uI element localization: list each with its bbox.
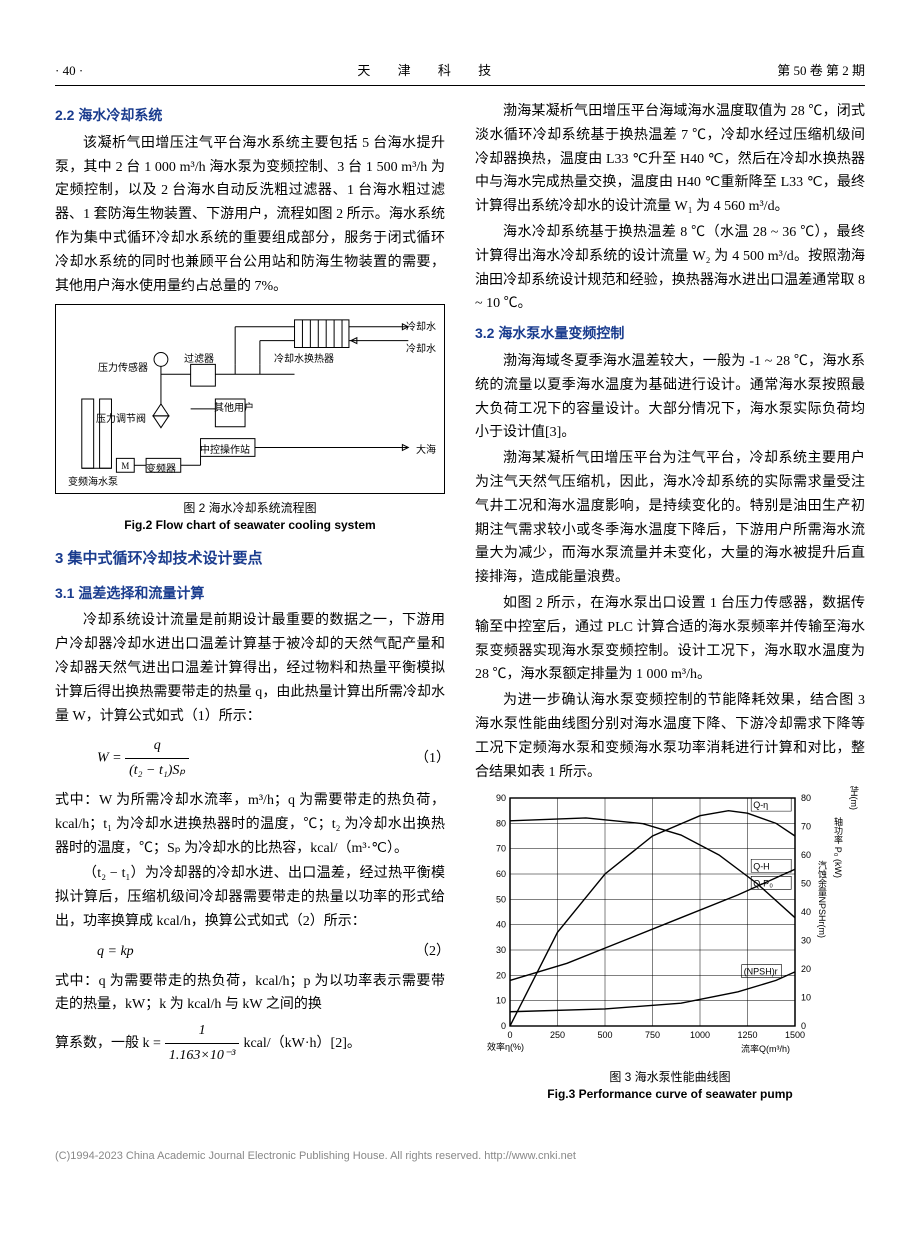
svg-text:90: 90 xyxy=(496,793,506,803)
volume-issue: 第 50 卷 第 2 期 xyxy=(777,60,865,82)
figure-2-caption: 图 2 海水冷却系统流程图 Fig.2 Flow chart of seawat… xyxy=(55,500,445,534)
eq1-number: （1） xyxy=(415,747,445,771)
label-coolant: 冷却水 xyxy=(406,319,436,336)
right-column: 渤海某凝析气田增压平台海域海水温度取值为 28 ℃，闭式淡水循环冷却系统基于换热… xyxy=(475,98,865,1107)
svg-text:Q-H: Q-H xyxy=(753,862,770,872)
paragraph: 式中：q 为需要带走的热负荷，kcal/h；p 为以功率表示需要带走的热量，kW… xyxy=(55,970,445,1018)
fig2-caption-en: Fig.2 Flow chart of seawater cooling sys… xyxy=(124,518,375,532)
page-header: · 40 · 天 津 科 技 第 50 卷 第 2 期 xyxy=(55,60,865,86)
svg-text:10: 10 xyxy=(801,993,811,1003)
eq1-denominator: (t₂ − t₁)Sₚ xyxy=(125,759,189,783)
svg-text:1000: 1000 xyxy=(690,1030,710,1040)
svg-text:Q-P₀: Q-P₀ xyxy=(753,879,773,889)
fig3-caption-cn: 图 3 海水泵性能曲线图 xyxy=(609,1070,730,1084)
paragraph: 算系数，一般 k = 1 1.163×10⁻³ kcal/（kW·h）[2]。 xyxy=(55,1019,445,1068)
svg-text:流率Q(m³/h): 流率Q(m³/h) xyxy=(741,1043,790,1054)
svg-text:M: M xyxy=(121,462,129,472)
svg-text:(NPSH)r: (NPSH)r xyxy=(744,967,778,977)
label-sea: 大海 xyxy=(416,442,436,459)
svg-text:50: 50 xyxy=(801,879,811,889)
paragraph: 海水冷却系统基于换热温差 8 ℃（水温 28 ~ 36 ℃），最终计算得出海水冷… xyxy=(475,221,865,316)
label-valve: 压力调节阀 xyxy=(96,411,146,428)
svg-text:0: 0 xyxy=(801,1021,806,1031)
svg-text:20: 20 xyxy=(496,971,506,981)
label-pressure-sensor: 压力传感器 xyxy=(98,360,148,377)
figure-3-caption: 图 3 海水泵性能曲线图 Fig.3 Performance curve of … xyxy=(475,1069,865,1103)
eq1-lhs: W xyxy=(97,751,109,766)
paragraph: 式中：W 为所需冷却水流率，m³/h；q 为需要带走的热负荷，kcal/h；t₁… xyxy=(55,789,445,860)
svg-text:70: 70 xyxy=(496,844,506,854)
k-denominator: 1.163×10⁻³ xyxy=(165,1044,240,1068)
svg-text:250: 250 xyxy=(550,1030,565,1040)
label-filter: 过滤器 xyxy=(184,351,214,368)
paragraph: 渤海某凝析气田增压平台为注气平台，冷却系统主要用户为注气天然气压缩机，因此，海水… xyxy=(475,447,865,590)
svg-text:20: 20 xyxy=(801,964,811,974)
section-2-2-heading: 2.2 海水冷却系统 xyxy=(55,104,445,128)
k-numerator: 1 xyxy=(165,1019,240,1044)
svg-text:500: 500 xyxy=(597,1030,612,1040)
k-suffix: kcal/（kW·h）[2]。 xyxy=(243,1032,360,1056)
paragraph: 渤海海域冬夏季海水温差较大，一般为 -1 ~ 28 ℃，海水系统的流量以夏季海水… xyxy=(475,350,865,445)
section-3-1-heading: 3.1 温差选择和流量计算 xyxy=(55,582,445,606)
eq2-expr: q = kp xyxy=(55,940,415,964)
left-column: 2.2 海水冷却系统 该凝析气田增压注气平台海水系统主要包括 5 台海水提升泵，… xyxy=(55,98,445,1107)
svg-text:0: 0 xyxy=(507,1030,512,1040)
svg-text:40: 40 xyxy=(801,907,811,917)
svg-text:轴功率 P₀ (kW): 轴功率 P₀ (kW) xyxy=(833,817,843,879)
svg-text:40: 40 xyxy=(496,920,506,930)
equation-1: W = q (t₂ − t₁)Sₚ （1） xyxy=(55,734,445,783)
page-number: · 40 · xyxy=(55,60,83,82)
paragraph: 渤海某凝析气田增压平台海域海水温度取值为 28 ℃，闭式淡水循环冷却系统基于换热… xyxy=(475,100,865,219)
label-pump: 变频海水泵 xyxy=(68,474,118,491)
fig2-caption-cn: 图 2 海水冷却系统流程图 xyxy=(183,501,316,515)
paragraph: （t₂ − t₁）为冷却器的冷却水进、出口温差，经过热平衡模拟计算后，压缩机级间… xyxy=(55,862,445,933)
svg-text:750: 750 xyxy=(645,1030,660,1040)
section-3-heading: 3 集中式循环冷却技术设计要点 xyxy=(55,546,445,572)
two-column-layout: 2.2 海水冷却系统 该凝析气田增压注气平台海水系统主要包括 5 台海水提升泵，… xyxy=(55,98,865,1107)
fig3-caption-en: Fig.3 Performance curve of seawater pump xyxy=(547,1087,792,1101)
eq1-numerator: q xyxy=(125,734,189,759)
label-vfd: 变频器 xyxy=(146,461,176,478)
paragraph: 冷却系统设计流量是前期设计最重要的数据之一，下游用户冷却器冷却水进出口温差计算基… xyxy=(55,609,445,728)
journal-title: 天 津 科 技 xyxy=(357,60,503,82)
svg-text:80: 80 xyxy=(801,793,811,803)
svg-text:30: 30 xyxy=(496,945,506,955)
figure-2-diagram: M 冷却水 冷却水 压力传感器 过滤器 冷却水换热器 压力调节阀 其他用户 xyxy=(55,304,445,494)
label-console: 中控操作站 xyxy=(200,442,250,459)
svg-text:1500: 1500 xyxy=(785,1030,805,1040)
flow-diagram-svg: M xyxy=(56,305,444,493)
svg-text:扬程H(m): 扬程H(m) xyxy=(849,786,859,810)
paragraph: 为进一步确认海水泵变频控制的节能降耗效果，结合图 3 海水泵性能曲线图分别对海水… xyxy=(475,689,865,784)
svg-text:效率η(%): 效率η(%) xyxy=(487,1041,524,1052)
paragraph: 该凝析气田增压注气平台海水系统主要包括 5 台海水提升泵，其中 2 台 1 00… xyxy=(55,132,445,299)
svg-text:80: 80 xyxy=(496,819,506,829)
svg-text:0: 0 xyxy=(501,1021,506,1031)
equation-2: q = kp （2） xyxy=(55,940,445,964)
label-other-user: 其他用户 xyxy=(214,403,254,414)
section-3-2-heading: 3.2 海水泵水量变频控制 xyxy=(475,322,865,346)
eq2-number: （2） xyxy=(415,940,445,964)
svg-text:1250: 1250 xyxy=(737,1030,757,1040)
page-footer: (C)1994-2023 China Academic Journal Elec… xyxy=(55,1147,865,1166)
svg-text:汽蚀余量NPSHr(m): 汽蚀余量NPSHr(m) xyxy=(817,860,827,939)
paragraph: 如图 2 所示，在海水泵出口设置 1 台压力传感器，数据传输至中控室后，通过 P… xyxy=(475,592,865,687)
svg-text:30: 30 xyxy=(801,936,811,946)
figure-3-chart: 0250500750100012501500流率Q(m³/h)010203040… xyxy=(475,786,860,1056)
label-exchanger: 冷却水换热器 xyxy=(274,351,334,368)
svg-text:Q-η: Q-η xyxy=(753,801,768,811)
svg-text:70: 70 xyxy=(801,822,811,832)
label-coolant: 冷却水 xyxy=(406,341,436,358)
k-prefix: 算系数，一般 k = xyxy=(55,1032,161,1056)
svg-text:60: 60 xyxy=(801,850,811,860)
svg-text:60: 60 xyxy=(496,869,506,879)
svg-text:10: 10 xyxy=(496,996,506,1006)
svg-text:50: 50 xyxy=(496,895,506,905)
